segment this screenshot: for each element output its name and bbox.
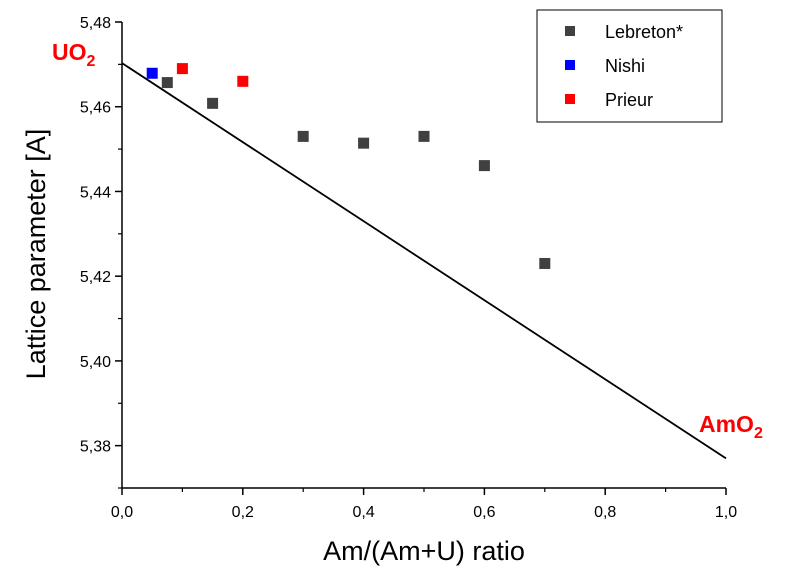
- legend-label-nishi: Nishi: [605, 56, 645, 76]
- x-tick-label: 1,0: [715, 504, 737, 521]
- x-axis-title: Am/(Am+U) ratio: [323, 536, 525, 566]
- y-tick-label: 5,38: [80, 439, 111, 456]
- uo2-annotation-text: UO: [52, 39, 87, 65]
- legend-label-prieur: Prieur: [605, 90, 653, 110]
- y-tick-label: 5,48: [80, 15, 111, 32]
- data-point-lebreton: [539, 257, 551, 269]
- data-point-prieur: [176, 63, 188, 75]
- amo2-annotation-subscript: 2: [754, 425, 763, 442]
- data-point-lebreton: [418, 130, 430, 142]
- y-tick-label: 5,46: [80, 100, 111, 117]
- legend-marker-lebreton: [565, 26, 575, 36]
- data-point-nishi: [146, 67, 158, 79]
- x-tick-label: 0,2: [232, 504, 254, 521]
- amo2-annotation: AmO2: [699, 411, 763, 442]
- reference-line: [121, 62, 727, 460]
- legend: Lebreton* Nishi Prieur: [536, 9, 723, 123]
- y-tick-label: 5,44: [80, 184, 111, 201]
- data-point-lebreton: [358, 137, 370, 149]
- data-point-lebreton: [478, 160, 490, 172]
- y-tick-label: 5,42: [80, 269, 111, 286]
- data-point-lebreton: [161, 77, 173, 89]
- data-point-lebreton: [207, 97, 219, 109]
- x-tick-label: 0,8: [594, 504, 616, 521]
- uo2-annotation: UO2: [52, 39, 96, 70]
- legend-marker-nishi: [565, 60, 575, 70]
- data-point-prieur: [237, 75, 249, 87]
- amo2-annotation-text: AmO: [699, 411, 754, 437]
- x-tick-label: 0,6: [473, 504, 495, 521]
- x-tick-label: 0,0: [111, 504, 133, 521]
- x-tick-label: 0,4: [352, 504, 374, 521]
- data-point-lebreton: [297, 130, 309, 142]
- uo2-annotation-subscript: 2: [87, 53, 96, 70]
- legend-marker-prieur: [565, 94, 575, 104]
- y-tick-label: 5,40: [80, 354, 111, 371]
- y-axis-title: Lattice parameter [A]: [21, 129, 51, 380]
- legend-label-lebreton: Lebreton*: [605, 22, 683, 42]
